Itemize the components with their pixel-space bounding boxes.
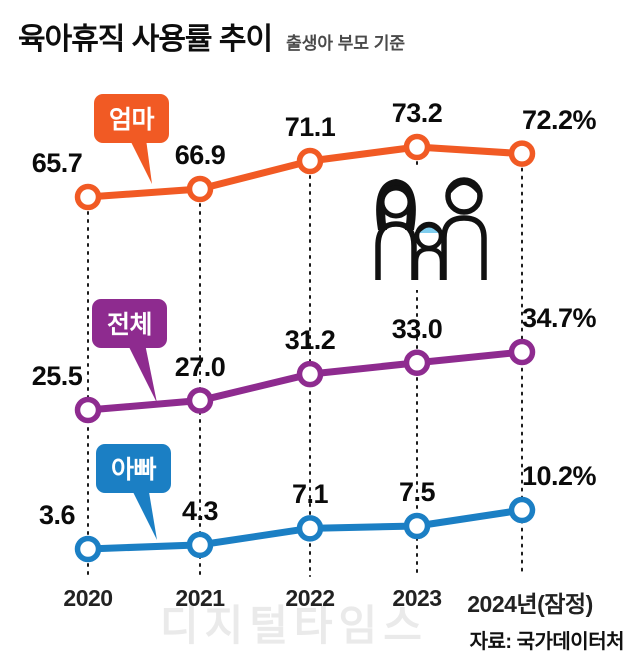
value-label-mom: 72.2% [521,104,597,135]
value-label-total: 27.0 [174,351,226,382]
value-label-dad: 7.1 [291,479,329,510]
family-icon [356,166,506,290]
data-point-total [403,349,431,376]
data-point-mom [186,175,214,203]
series-badge-label-mom: 엄마 [94,94,170,143]
child-body [413,246,445,280]
value-label-mom: 71.1 [284,111,336,142]
data-point-total [296,360,324,388]
series-badge-mom: 엄마 [94,94,170,184]
data-point-mom [508,140,536,167]
x-axis-label: 2022 [285,585,335,611]
page-subtitle: 출생아 부모 기준 [286,34,406,53]
mom-body [375,221,417,280]
data-point-dad [403,512,431,540]
value-label-total: 25.5 [31,361,83,391]
value-label-mom: 66.9 [174,139,226,170]
value-label-dad: 3.6 [38,500,76,530]
value-label-dad: 7.5 [398,476,436,507]
series-badge-total: 전체 [92,299,168,403]
value-label-total: 31.2 [284,325,336,356]
value-label-total: 34.7% [521,303,597,334]
value-label-mom: 65.7 [31,148,83,178]
dad-body [441,215,487,280]
series-badge-label-dad: 아빠 [96,444,172,493]
page-title: 육아휴직 사용률 추이 [18,23,273,56]
data-point-mom [296,147,324,175]
value-label-dad: 4.3 [181,495,219,526]
data-point-total [508,338,536,366]
value-label-mom: 73.2 [391,97,443,128]
dad-hair [446,179,482,194]
source-credit: 자료: 국가데이터처 [469,631,625,653]
data-point-dad [296,515,324,542]
data-point-mom [403,133,431,161]
header: 육아휴직 사용률 추이 출생아 부모 기준 [18,14,405,58]
x-axis-label: 2021 [175,585,225,611]
data-point-total [186,387,214,414]
data-point-dad [74,535,102,563]
value-label-dad: 10.2% [521,461,597,492]
x-axis-label: 2024년(잠정) [467,591,593,617]
value-label-total: 33.0 [391,313,443,344]
data-point-dad [508,496,536,524]
data-point-mom [74,183,102,211]
x-axis-label: 2020 [63,585,113,611]
mom-head [379,185,413,219]
data-point-dad [186,531,214,559]
data-point-total [74,396,102,424]
x-axis-label: 2023 [392,585,442,611]
series-badge-label-total: 전체 [92,299,168,348]
series-badge-dad: 아빠 [96,444,172,540]
child-hair [415,223,443,235]
